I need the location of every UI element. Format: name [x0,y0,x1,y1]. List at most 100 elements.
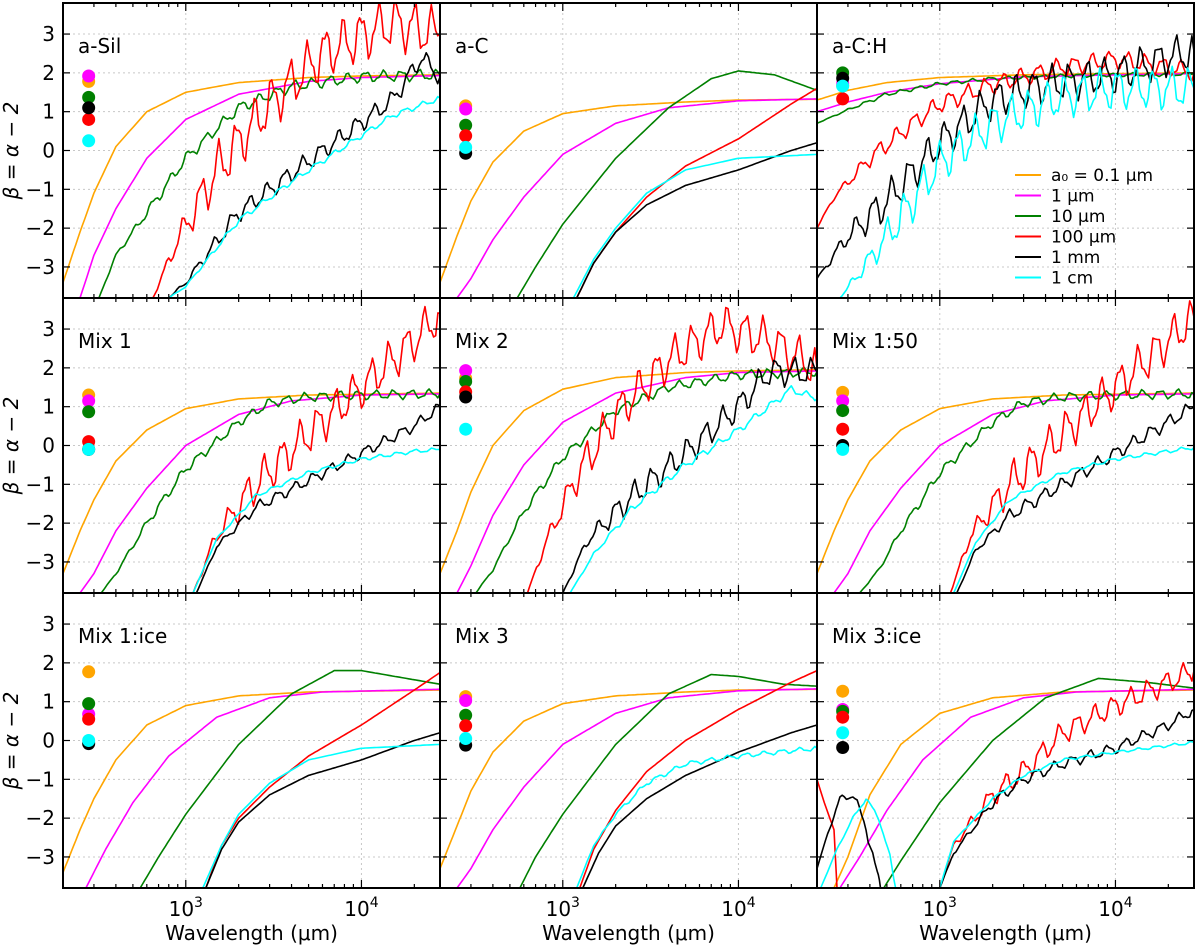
series-line-a1 [833,393,1194,593]
y-tick-label: −1 [26,767,55,791]
marker-a1cm [459,422,473,436]
panel-title: a-Sil [78,34,121,58]
y-tick-label: 0 [42,139,55,163]
y-tick-label: −1 [26,472,55,496]
series-line-a10 [516,70,817,298]
series-line-a10 [98,68,440,298]
series-line-a1mm [817,34,1194,280]
marker-a1mm [836,740,850,754]
panel-a-sil: a-Sil −3 −2 −1 0 1 2 3 β = α − 2 [0,2,441,299]
series-line-a100 [579,669,817,888]
marker-a01 [82,665,96,679]
marker-a100 [459,129,473,143]
series-line-a1 [79,393,440,593]
y-tick-label: −3 [26,255,55,279]
series-line-a10 [817,71,1194,125]
marker-a1 [459,102,473,116]
marker-a100 [82,712,96,726]
y-tick-label: −1 [26,177,55,201]
x-tick-label: 104 [344,895,378,921]
marker-a1 [459,364,473,378]
panel-curves [63,305,440,593]
series-line-a1cm [572,153,817,298]
x-axis-label: Wavelength (μm) [919,921,1092,945]
series-line-a01 [440,369,817,574]
marker-a10 [459,374,473,388]
series-line-a100 [526,306,817,593]
y-tick-label: 0 [42,729,55,753]
panel-curves [440,669,817,888]
y-tick-label: 1 [42,690,55,714]
series-line-a100 [817,779,838,888]
marker-a1cm [82,134,96,148]
panel-title: Mix 1:ice [78,624,167,648]
marker-a1 [836,394,850,408]
y-tick-label: −2 [26,806,55,830]
panel-title: Mix 3:ice [832,624,921,648]
series-line-a01 [440,98,817,283]
panel-curves [817,34,1194,298]
marker-a10 [82,405,96,419]
series-line-a10 [475,366,817,593]
legend-label-a1cm: 1 cm [1051,269,1093,289]
panel-title: a-C:H [832,34,887,58]
x-tick-label: 103 [923,895,957,921]
series-line-a100 [192,305,440,593]
series-line-a1 [79,74,440,298]
series-line-a1cm [939,740,1194,888]
panel-title: Mix 1 [78,329,132,353]
series-line-a1cm [575,745,817,888]
x-axis-label: Wavelength (μm) [165,921,338,945]
series-line-a100 [939,662,1194,888]
legend-label-a1mm: 1 mm [1051,248,1100,268]
series-line-a10 [100,388,440,593]
marker-a100 [82,112,96,126]
panel-curves [817,662,1194,888]
marker-a10 [836,404,850,418]
series-line-a1mm [939,708,1194,888]
legend-label-a10: 10 μm [1051,207,1105,227]
series-line-a1mm [205,731,440,888]
marker-a1cm [836,726,850,740]
series-line-a1cm [202,743,440,888]
y-tick-label: −2 [26,216,55,240]
y-tick-label: 3 [42,317,55,341]
panel-mix-1-ice: Mix 1:ice −3 −2 −1 0 1 2 3 β = α − 2 103 104Wavele… [0,592,441,945]
series-line-a1mm [956,403,1194,593]
x-tick-label: 103 [169,895,203,921]
series-line-a10 [139,669,440,888]
series-line-a10 [883,677,1194,888]
panel-title: Mix 1:50 [832,329,918,353]
marker-a10 [459,708,473,722]
x-axis-label: Wavelength (μm) [542,921,715,945]
y-axis-label: β = α − 2 [0,692,23,791]
legend-label-a1: 1 μm [1051,187,1095,207]
panel-curves [63,3,440,298]
series-line-a10 [859,388,1194,593]
y-tick-label: 2 [42,651,55,675]
series-line-a01 [63,392,440,574]
marker-a1 [459,694,473,708]
series-line-a1 [839,688,1194,888]
panel-curves [63,669,440,888]
y-tick-label: 3 [42,612,55,636]
series-line-a10 [519,673,817,888]
marker-a1mm [459,390,473,404]
series-line-a1cm [168,95,440,298]
series-line-a01 [817,392,1194,574]
x-tick-label: 103 [546,895,580,921]
panel-curves [440,306,817,593]
y-tick-label: 2 [42,356,55,380]
series-line-a1cm [569,385,817,593]
marker-a100 [836,422,850,436]
series-line-a01 [63,74,440,283]
panel-mix-1: Mix 1 −3 −2 −1 0 1 2 3 β = α − 2 [0,297,441,594]
series-line-a1cm [952,446,1194,593]
marker-a10 [459,118,473,132]
marker-a1mm [82,101,96,115]
marker-a10 [82,90,96,104]
